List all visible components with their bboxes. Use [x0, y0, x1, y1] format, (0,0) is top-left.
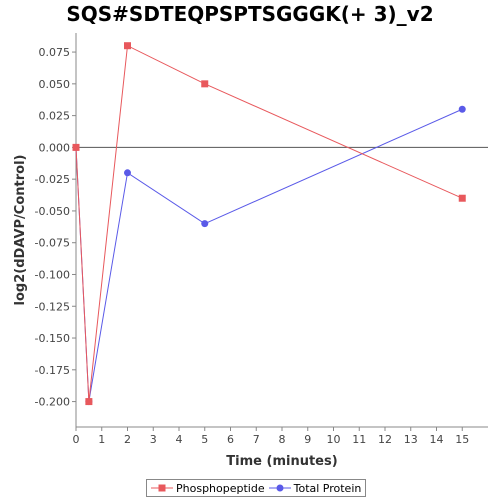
- x-tick-label: 14: [430, 433, 444, 446]
- x-tick-label: 3: [150, 433, 157, 446]
- x-tick-label: 9: [304, 433, 311, 446]
- legend-swatch-total-protein: [268, 484, 291, 492]
- total-protein-point: [201, 220, 209, 228]
- chart-title: SQS#SDTEQPSPTSGGGK(+ 3)_v2: [66, 2, 434, 26]
- legend: Phosphopeptide Total Protein: [146, 479, 367, 497]
- y-tick-label: -0.175: [35, 364, 70, 377]
- x-axis-title: Time (minutes): [226, 454, 337, 469]
- y-tick-label: 0.000: [39, 141, 71, 154]
- y-tick-label: -0.125: [35, 300, 70, 313]
- phosphopeptide-line: [75, 44, 463, 402]
- total-protein-line: [75, 108, 463, 402]
- legend-label-total-protein: Total Protein: [293, 481, 362, 495]
- x-tick-label: 13: [404, 433, 418, 446]
- y-axis-title: log2(dDAVP/Control): [13, 155, 28, 306]
- y-tick-label: -0.075: [35, 237, 70, 250]
- total-protein-point: [124, 169, 131, 177]
- x-tick-label: 10: [327, 433, 341, 446]
- legend-item-phosphopeptide: Phosphopeptide: [151, 482, 265, 495]
- x-tick-label: 15: [455, 433, 469, 446]
- y-tick-label: -0.025: [35, 173, 70, 186]
- x-tick-label: 8: [279, 433, 286, 446]
- x-tick-label: 5: [201, 433, 208, 446]
- legend-item-total-protein: Total Protein: [268, 481, 362, 495]
- y-tick-label: -0.150: [35, 332, 70, 345]
- x-tick-label: 12: [378, 433, 392, 446]
- phosphopeptide-point: [72, 143, 80, 151]
- y-tick-label: -0.050: [35, 205, 70, 218]
- phosphopeptide-point: [85, 398, 93, 406]
- y-tick-label: 0.075: [39, 46, 71, 59]
- phosphopeptide-point: [201, 80, 209, 88]
- y-tick-label: 0.050: [39, 78, 71, 91]
- x-tick-label: 0: [73, 433, 80, 446]
- y-tick-label: -0.200: [35, 396, 70, 409]
- legend-swatch-phosphopeptide: [151, 484, 173, 492]
- phosphopeptide-point: [458, 194, 466, 202]
- phosphopeptide-point: [124, 42, 131, 50]
- y-tick-label: -0.100: [35, 268, 70, 281]
- x-tick-label: 2: [124, 433, 131, 446]
- x-tick-label: 6: [227, 433, 234, 446]
- y-tick-label: 0.025: [39, 110, 71, 123]
- x-tick-label: 11: [352, 433, 366, 446]
- x-tick-label: 1: [98, 433, 105, 446]
- x-tick-label: 4: [176, 433, 183, 446]
- x-tick-label: 7: [253, 433, 260, 446]
- total-protein-point: [458, 105, 466, 113]
- legend-label-phosphopeptide: Phosphopeptide: [176, 481, 265, 495]
